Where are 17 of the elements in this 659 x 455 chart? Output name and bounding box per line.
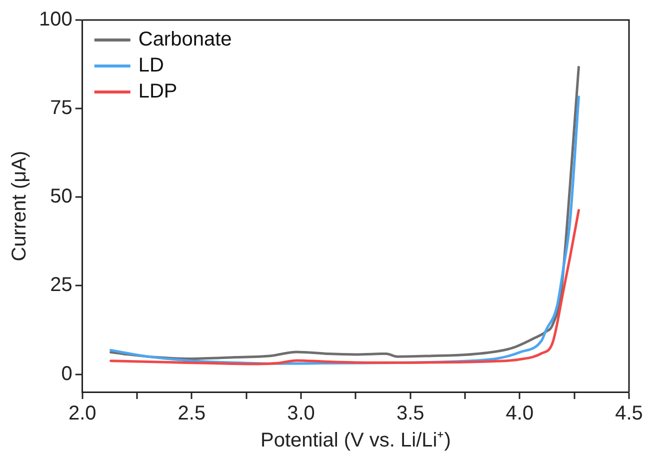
x-axis-title: Potential (V vs. Li/Li⁺): [260, 430, 451, 452]
x-tick-label: 2.5: [178, 402, 206, 425]
y-tick-label: 75: [50, 97, 72, 120]
y-tick-label: 0: [61, 362, 72, 385]
legend-label: LD: [138, 54, 164, 77]
x-tick-label: 4.5: [615, 402, 643, 425]
y-tick-label: 100: [38, 8, 72, 31]
x-tick-label: 2.0: [68, 402, 96, 425]
y-axis-title: Current (μA): [8, 150, 31, 262]
line-series: [110, 209, 580, 366]
x-tick-label: 3.5: [396, 402, 424, 425]
x-tick-label: 4.0: [506, 402, 534, 425]
y-tick-label: 25: [50, 274, 72, 296]
legend-label: LDP: [138, 80, 178, 103]
legend-label: Carbonate: [138, 28, 232, 51]
y-tick-label: 50: [50, 186, 72, 208]
x-tick-label: 3.0: [287, 402, 315, 425]
